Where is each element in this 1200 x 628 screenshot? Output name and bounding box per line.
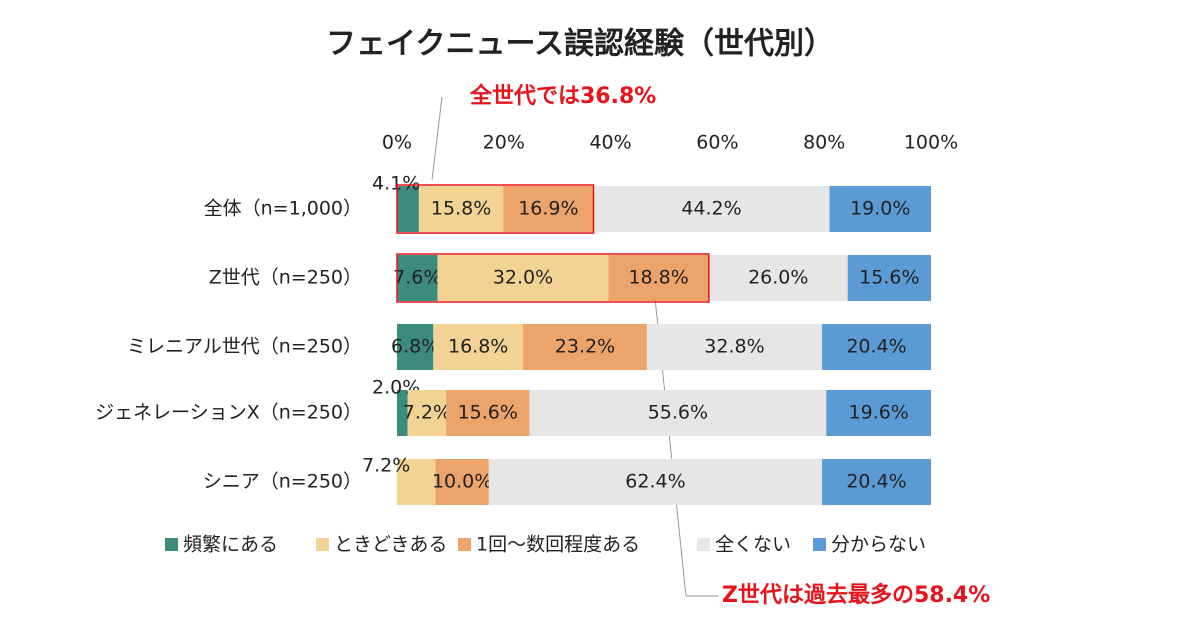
highlight-box [396, 184, 595, 234]
y-tick-label: Z世代（n=250） [209, 267, 362, 289]
data-label: 20.4% [846, 471, 906, 493]
x-tick-label: 40% [589, 132, 631, 154]
x-tick-label: 0% [382, 132, 412, 154]
x-tick-label: 100% [904, 132, 958, 154]
highlight-box [396, 253, 710, 303]
data-label: 44.2% [681, 198, 741, 220]
data-label: 23.2% [555, 336, 615, 358]
bar-segment [847, 255, 931, 301]
bar-segment [397, 459, 436, 505]
bar-segment [418, 186, 504, 232]
x-tick-label: 20% [483, 132, 525, 154]
data-label: 26.0% [748, 267, 808, 289]
bar-segment [523, 324, 647, 370]
x-tick-label: 60% [696, 132, 738, 154]
bar-segment [822, 459, 931, 505]
legend-label: 頻繁にある [183, 534, 278, 556]
bar-segment [822, 324, 931, 370]
data-label: 62.4% [625, 471, 685, 493]
bar-segment [488, 459, 823, 505]
data-label: 4.1% [372, 173, 420, 195]
bar-segment [593, 186, 830, 232]
legend-label: ときどきある [334, 534, 447, 556]
x-tick-label: 80% [803, 132, 845, 154]
chart-title: フェイクニュース誤認経験（世代別） [326, 27, 834, 62]
data-label: 7.6% [393, 267, 441, 289]
annotation: 全世代では36.8% [469, 83, 656, 109]
y-tick-label: 全体（n=1,000） [204, 198, 362, 220]
data-label: 32.0% [493, 267, 553, 289]
bar-segment [826, 390, 931, 436]
bar-segment [529, 390, 827, 436]
bar-segment [646, 324, 823, 370]
data-label: 10.0% [432, 471, 492, 493]
legend-swatch [813, 538, 826, 551]
bar-segment [397, 390, 408, 436]
data-label: 7.2% [362, 455, 410, 477]
legend-swatch [697, 538, 710, 551]
data-label: 19.6% [848, 402, 908, 424]
data-label: 7.2% [403, 402, 451, 424]
data-label: 15.8% [431, 198, 491, 220]
data-label: 16.9% [518, 198, 578, 220]
data-label: 20.4% [846, 336, 906, 358]
y-tick-label: ミレニアル世代（n=250） [127, 336, 362, 358]
legend-swatch [316, 538, 329, 551]
data-label: 15.6% [458, 402, 518, 424]
bar-segment [829, 186, 931, 232]
bar-segment [435, 459, 489, 505]
legend-swatch [458, 538, 471, 551]
bar-segment [397, 255, 438, 301]
y-tick-label: シニア（n=250） [203, 471, 362, 493]
legend-label: 全くない [715, 534, 791, 556]
bar-segment [397, 186, 419, 232]
data-label: 18.8% [628, 267, 688, 289]
bar-segment [503, 186, 594, 232]
data-label: 16.8% [448, 336, 508, 358]
annotation: Z世代は過去最多の58.4% [722, 582, 990, 608]
data-label: 15.6% [859, 267, 919, 289]
bar-segment [433, 324, 524, 370]
bar-segment [608, 255, 709, 301]
bar-segment [446, 390, 530, 436]
data-label: 6.8% [391, 336, 439, 358]
data-label: 55.6% [648, 402, 708, 424]
legend-label: 分からない [831, 534, 926, 556]
bar-segment [407, 390, 447, 436]
data-label: 32.8% [704, 336, 764, 358]
data-label: 19.0% [850, 198, 910, 220]
legend-label: 1回～数回程度ある [476, 534, 640, 556]
leader-line [431, 96, 443, 181]
bar-segment [437, 255, 609, 301]
y-tick-label: ジェネレーションX（n=250） [95, 402, 362, 424]
legend-swatch [165, 538, 178, 551]
bar-segment [397, 324, 434, 370]
bar-segment [708, 255, 848, 301]
